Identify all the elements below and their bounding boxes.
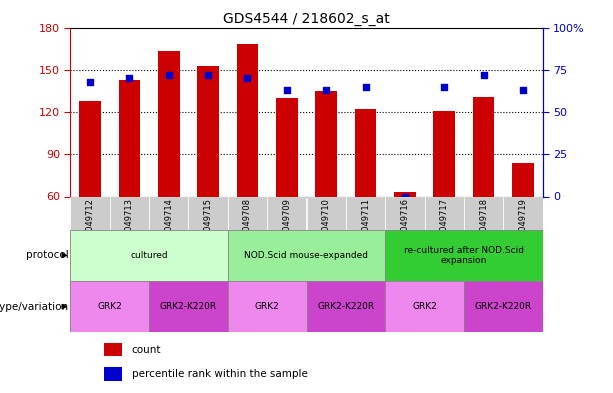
Text: GSM1049718: GSM1049718 bbox=[479, 198, 488, 254]
Text: GRK2: GRK2 bbox=[255, 302, 280, 311]
Text: GRK2-K220R: GRK2-K220R bbox=[474, 302, 531, 311]
Text: GSM1049708: GSM1049708 bbox=[243, 198, 252, 254]
Point bbox=[164, 72, 173, 78]
Bar bbox=[512, 163, 534, 196]
Point bbox=[440, 84, 449, 90]
Bar bbox=[346, 196, 385, 230]
Bar bbox=[267, 196, 306, 230]
Bar bbox=[473, 97, 494, 196]
Text: GSM1049715: GSM1049715 bbox=[204, 198, 213, 254]
Bar bbox=[424, 196, 464, 230]
Text: GSM1049712: GSM1049712 bbox=[86, 198, 94, 254]
Text: GRK2-K220R: GRK2-K220R bbox=[160, 302, 217, 311]
Bar bbox=[158, 51, 180, 196]
Text: GSM1049710: GSM1049710 bbox=[322, 198, 330, 254]
Bar bbox=[228, 230, 385, 281]
Bar bbox=[110, 196, 149, 230]
Text: protocol: protocol bbox=[26, 250, 69, 261]
Bar bbox=[70, 196, 110, 230]
Bar bbox=[149, 281, 228, 332]
Text: GSM1049717: GSM1049717 bbox=[440, 198, 449, 254]
Text: GSM1049716: GSM1049716 bbox=[400, 198, 409, 254]
Point bbox=[479, 72, 489, 78]
Bar bbox=[104, 343, 123, 356]
Text: GSM1049719: GSM1049719 bbox=[519, 198, 527, 254]
Bar bbox=[237, 44, 258, 196]
Bar bbox=[433, 110, 455, 196]
Bar bbox=[464, 196, 503, 230]
Point bbox=[124, 75, 134, 81]
Bar bbox=[70, 230, 228, 281]
Bar bbox=[385, 230, 543, 281]
Point bbox=[85, 79, 95, 85]
Point bbox=[321, 87, 331, 93]
Text: GRK2: GRK2 bbox=[412, 302, 437, 311]
Text: percentile rank within the sample: percentile rank within the sample bbox=[132, 369, 308, 379]
Bar bbox=[464, 281, 543, 332]
Bar bbox=[355, 109, 376, 196]
Point bbox=[282, 87, 292, 93]
Text: GSM1049709: GSM1049709 bbox=[283, 198, 291, 254]
Text: GSM1049713: GSM1049713 bbox=[125, 198, 134, 254]
Bar bbox=[79, 101, 101, 196]
Bar bbox=[503, 196, 543, 230]
Bar bbox=[70, 281, 149, 332]
Bar bbox=[104, 367, 123, 381]
Bar bbox=[385, 281, 464, 332]
Point bbox=[243, 75, 253, 81]
Text: genotype/variation: genotype/variation bbox=[0, 301, 69, 312]
Text: cultured: cultured bbox=[131, 251, 168, 260]
Bar bbox=[228, 281, 306, 332]
Bar bbox=[306, 196, 346, 230]
Text: re-cultured after NOD.Scid
expansion: re-cultured after NOD.Scid expansion bbox=[404, 246, 524, 265]
Bar bbox=[394, 192, 416, 196]
Point bbox=[204, 72, 213, 78]
Bar bbox=[315, 91, 337, 196]
Point bbox=[518, 87, 528, 93]
Point bbox=[360, 84, 370, 90]
Text: GRK2: GRK2 bbox=[97, 302, 122, 311]
Bar bbox=[149, 196, 189, 230]
Bar bbox=[228, 196, 267, 230]
Bar bbox=[189, 196, 228, 230]
Point bbox=[400, 193, 409, 200]
Bar bbox=[306, 281, 385, 332]
Title: GDS4544 / 218602_s_at: GDS4544 / 218602_s_at bbox=[223, 13, 390, 26]
Text: NOD.Scid mouse-expanded: NOD.Scid mouse-expanded bbox=[245, 251, 368, 260]
Text: GSM1049711: GSM1049711 bbox=[361, 198, 370, 254]
Text: GRK2-K220R: GRK2-K220R bbox=[318, 302, 375, 311]
Bar bbox=[385, 196, 424, 230]
Bar bbox=[197, 66, 219, 196]
Bar bbox=[119, 80, 140, 196]
Bar bbox=[276, 98, 298, 196]
Text: count: count bbox=[132, 345, 161, 355]
Text: GSM1049714: GSM1049714 bbox=[164, 198, 173, 254]
